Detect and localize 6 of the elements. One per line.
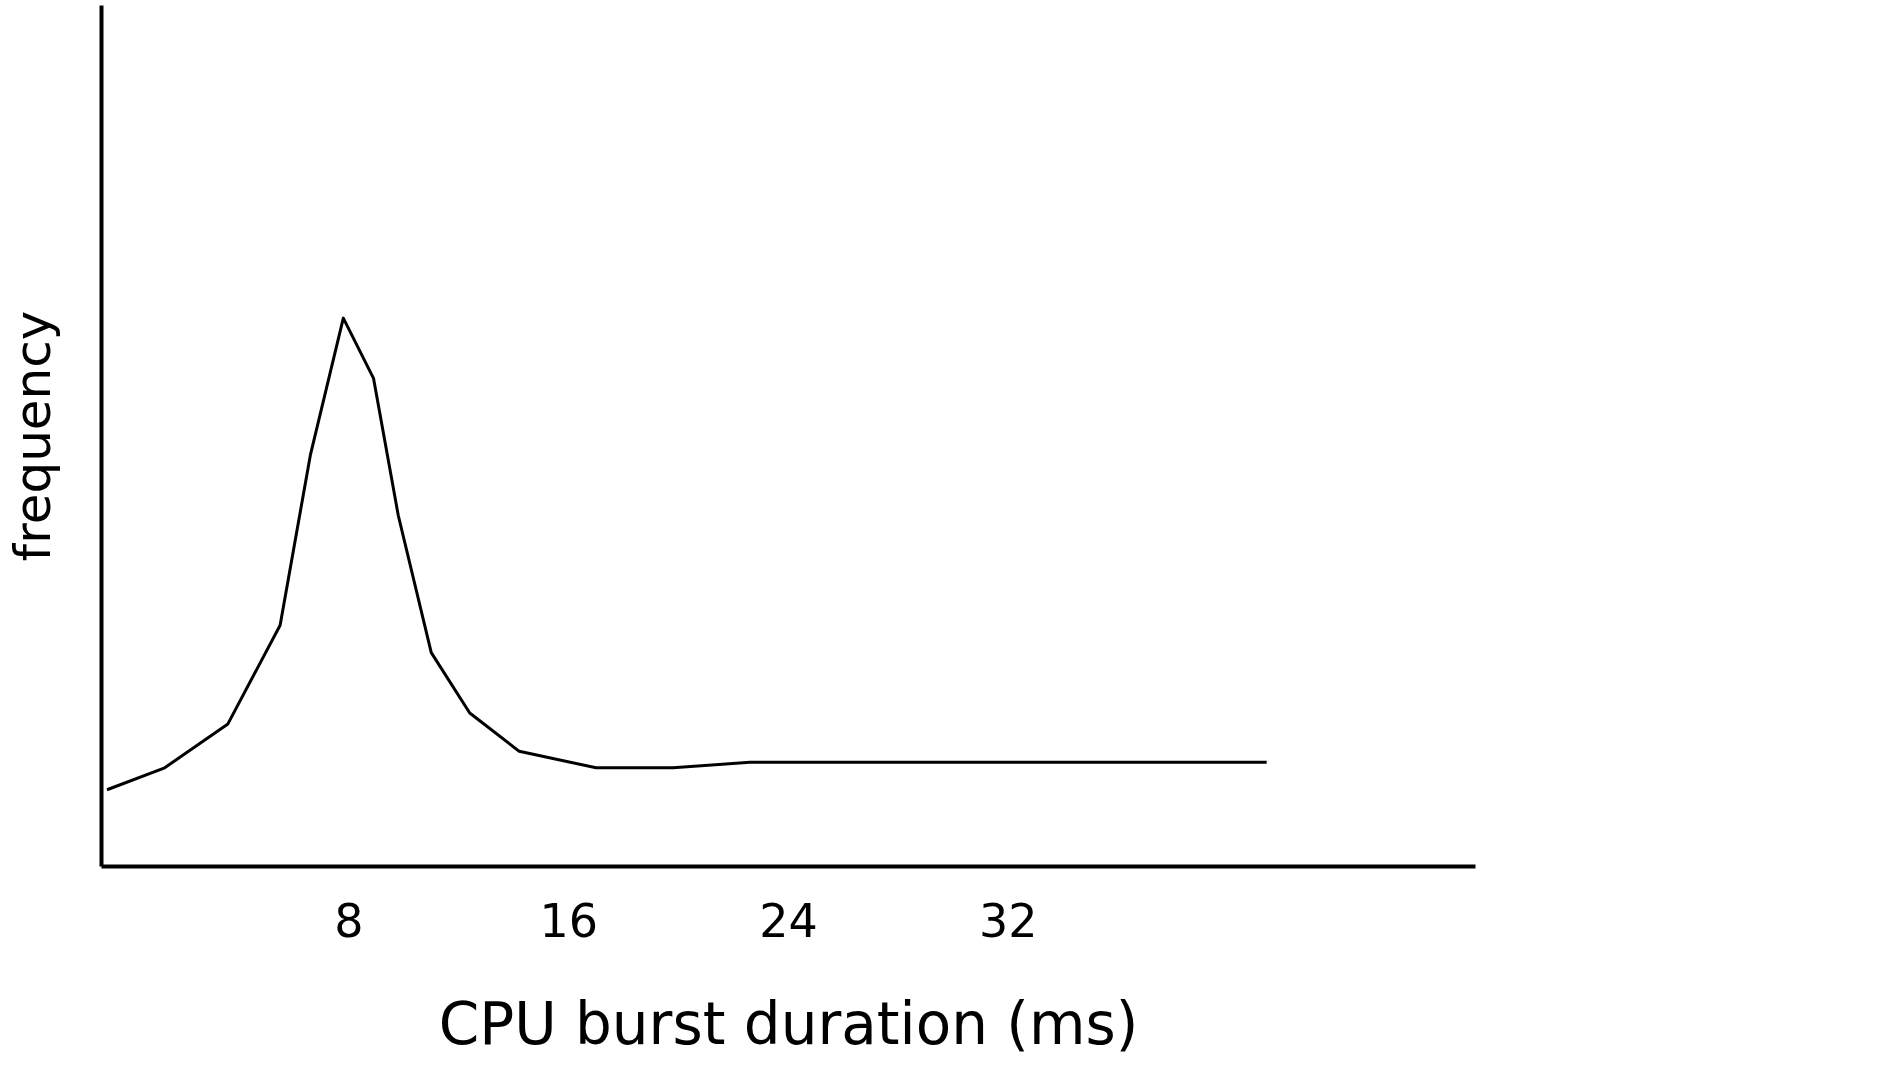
y-axis-title: frequency bbox=[3, 310, 62, 562]
x-tick-label: 8 bbox=[334, 893, 364, 948]
x-tick-label: 24 bbox=[759, 893, 818, 948]
x-tick-label: 16 bbox=[539, 893, 598, 948]
x-axis-title: CPU burst duration (ms) bbox=[438, 989, 1139, 1058]
x-tick-label: 32 bbox=[979, 893, 1038, 948]
